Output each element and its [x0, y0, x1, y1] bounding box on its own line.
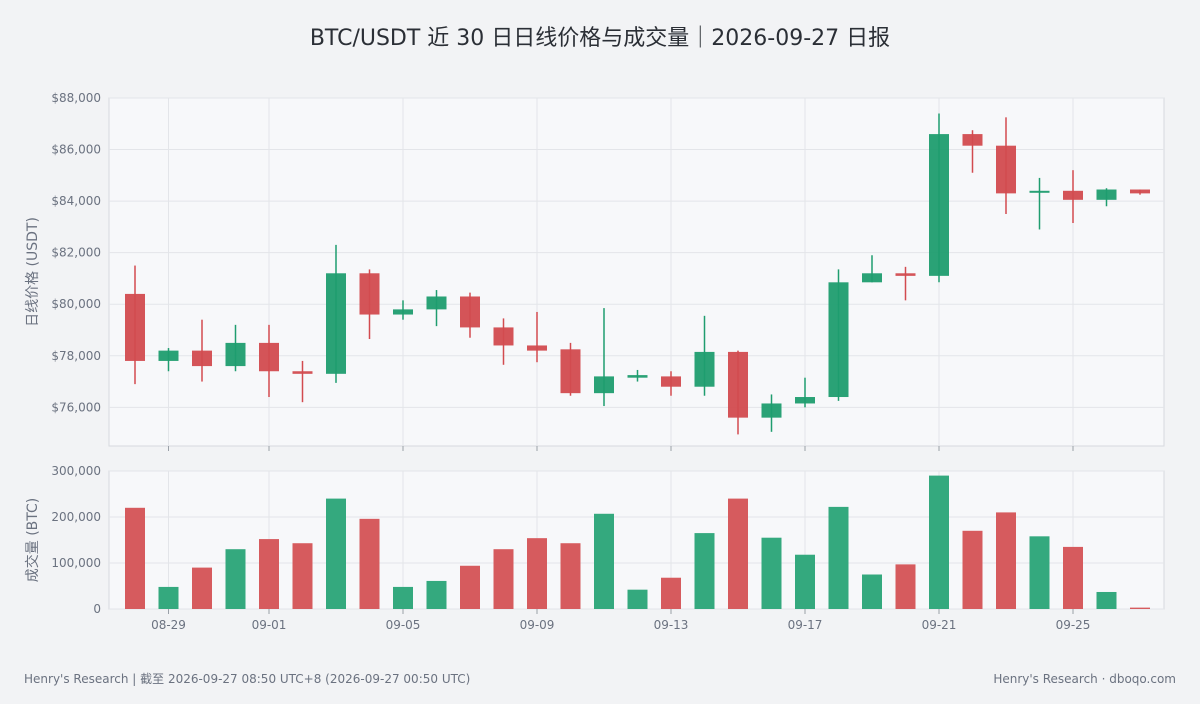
volume-y-axis-label: 成交量 (BTC)	[24, 498, 41, 583]
price-y-tick-label: $84,000	[51, 194, 101, 208]
chart-title: BTC/USDT 近 30 日日线价格与成交量｜2026-09-27 日报	[310, 26, 890, 51]
candle-body	[795, 397, 815, 404]
candle-body	[962, 134, 983, 146]
volume-bar	[359, 518, 380, 609]
volume-y-tick-label: 300,000	[51, 464, 101, 478]
volume-bar	[594, 513, 614, 609]
volume-bar	[828, 506, 849, 609]
candle-body	[1096, 189, 1117, 200]
price-y-ticks: $76,000 $78,000 $80,000 $82,000 $84,000 $86,0…	[51, 91, 101, 414]
candle-body	[192, 350, 212, 367]
volume-bar	[259, 539, 279, 609]
candle-body	[1029, 190, 1050, 193]
candle-body	[661, 376, 681, 387]
x-tick-label: 09-17	[788, 618, 823, 632]
volume-bar	[527, 538, 547, 609]
x-tick-label: 08-29	[151, 618, 186, 632]
volume-bar	[460, 565, 480, 609]
volume-bar	[158, 586, 179, 609]
price-y-tick-label: $88,000	[51, 91, 101, 105]
candle-body	[158, 350, 179, 361]
volume-bar	[728, 498, 748, 609]
x-tick-label: 09-21	[922, 618, 957, 632]
candle-body	[460, 296, 480, 328]
candle-body	[493, 327, 514, 346]
volume-bar	[125, 507, 145, 609]
price-y-tick-label: $80,000	[51, 297, 101, 311]
candle-body	[728, 351, 748, 418]
candle-body	[359, 273, 380, 315]
volume-bar	[795, 554, 815, 609]
candle-body	[393, 309, 413, 315]
price-y-axis-label: 日线价格 (USDT)	[25, 217, 41, 327]
volume-bar	[225, 549, 246, 609]
x-ticks: 08-29 09-01 09-05 09-09 09-13 09-17 09-21 09-25	[151, 446, 1090, 632]
price-y-tick-label: $78,000	[51, 349, 101, 363]
volume-y-ticks: 0 100,000 200,000 300,000	[51, 464, 101, 616]
volume-bar	[326, 498, 346, 609]
candle-body	[694, 351, 715, 387]
candle-body	[225, 342, 246, 367]
volume-y-tick-label: 200,000	[51, 510, 101, 524]
candle-body	[259, 342, 279, 372]
candle-body	[125, 293, 145, 361]
candle-body	[761, 403, 782, 418]
candle-body	[326, 273, 346, 374]
price-y-tick-label: $82,000	[51, 246, 101, 260]
volume-bar	[929, 475, 949, 609]
volume-series	[125, 475, 1150, 609]
candle-body	[996, 145, 1016, 194]
price-y-tick-label: $76,000	[51, 400, 101, 414]
candle-body	[560, 349, 581, 394]
volume-bar	[862, 574, 882, 609]
footer-right: Henry's Research · dboqo.com	[993, 672, 1176, 686]
footer-left: Henry's Research | 截至 2026-09-27 08:50 U…	[24, 672, 470, 686]
volume-bar	[661, 577, 681, 609]
candlestick-series	[125, 113, 1150, 435]
candle-body	[895, 273, 916, 276]
candle-body	[1063, 190, 1083, 200]
x-tick-label: 09-01	[252, 618, 287, 632]
volume-y-tick-label: 0	[93, 602, 101, 616]
price-plot-area	[108, 97, 1165, 447]
volume-plot-area	[108, 470, 1165, 610]
volume-bar	[1029, 536, 1050, 609]
x-tick-label: 09-13	[654, 618, 689, 632]
candle-body	[426, 296, 447, 310]
volume-bar	[895, 564, 916, 609]
volume-y-tick-label: 100,000	[51, 556, 101, 570]
candle-body	[862, 273, 882, 283]
x-tick-label: 09-05	[386, 618, 421, 632]
volume-bar	[1063, 546, 1083, 609]
candle-body	[594, 376, 614, 394]
volume-bar	[761, 537, 782, 609]
price-y-tick-label: $86,000	[51, 143, 101, 157]
candle-body	[527, 345, 547, 351]
volume-bar	[1096, 591, 1117, 609]
volume-bar	[560, 543, 581, 609]
candle-body	[292, 371, 313, 374]
volume-bar	[192, 567, 212, 609]
candle-body	[929, 134, 949, 276]
candle-body	[627, 375, 648, 378]
volume-bar	[694, 533, 715, 609]
x-tick-label: 09-25	[1056, 618, 1091, 632]
candle-body	[828, 282, 849, 398]
volume-bar	[627, 589, 648, 609]
candle-body	[1130, 189, 1150, 194]
volume-bar	[393, 586, 413, 609]
volume-bar	[1130, 607, 1150, 609]
volume-bar	[292, 543, 313, 609]
volume-bar	[962, 530, 983, 609]
volume-bar	[426, 580, 447, 609]
volume-bar	[493, 549, 514, 609]
x-tick-label: 09-09	[520, 618, 555, 632]
volume-bar	[996, 512, 1016, 609]
